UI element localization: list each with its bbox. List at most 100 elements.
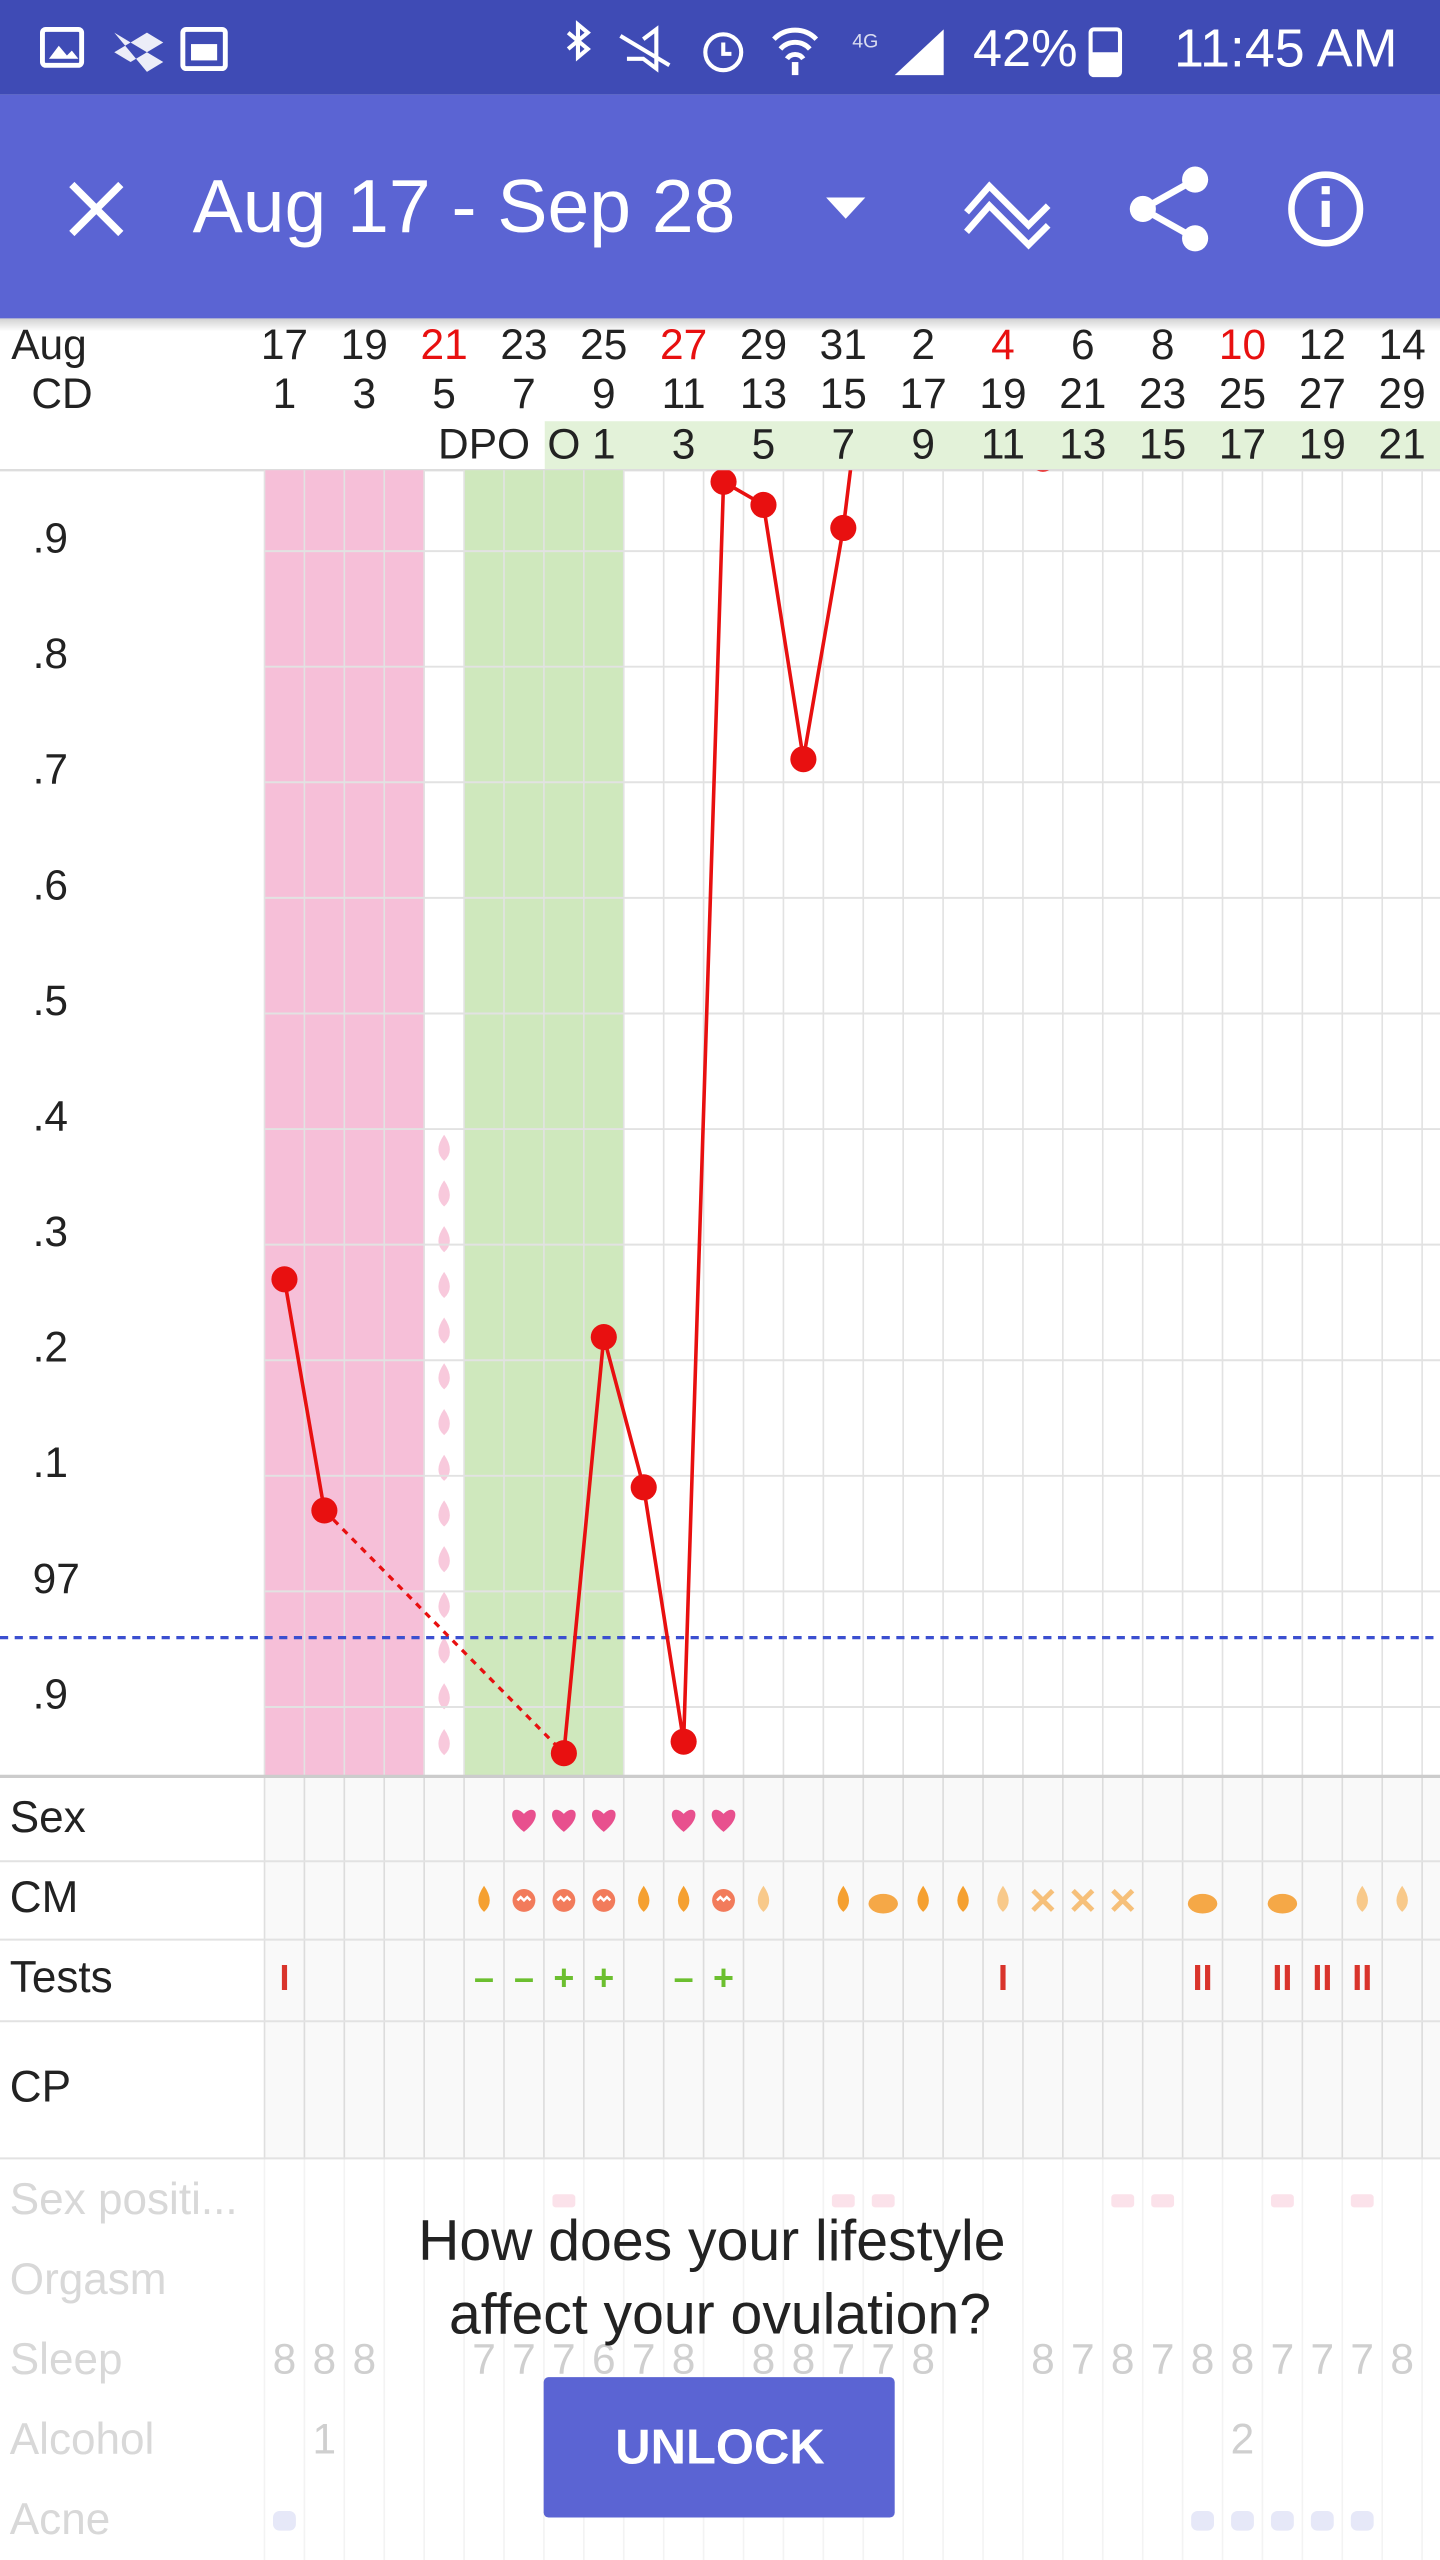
row-label: Tests: [10, 1953, 113, 2002]
battery-level: 42%: [973, 20, 1078, 78]
chart-mode-button[interactable]: [964, 181, 1051, 250]
cm-icon: [638, 1885, 650, 1912]
date-label: 2: [911, 321, 935, 368]
date-label: 8: [1151, 321, 1175, 368]
acne-icon: [1350, 2511, 1374, 2531]
acne-icon: [1231, 2511, 1254, 2531]
spotting-drop: [438, 1134, 450, 1161]
y-tick-label: .4: [33, 1092, 68, 1139]
test-result: –: [514, 1957, 534, 1998]
spotting-drop: [438, 1408, 450, 1436]
toolbar-shadow: [0, 318, 1440, 332]
cycle-day-label: 15: [820, 370, 867, 417]
temperature-point: [630, 1474, 657, 1501]
test-result: II: [1312, 1957, 1332, 1998]
cm-icon-detail: [716, 1895, 731, 1903]
ovulation-label: O: [547, 421, 580, 468]
clock: 11:45 AM: [1174, 18, 1398, 78]
dropdown-arrow[interactable]: [826, 197, 866, 219]
test-result: I: [279, 1957, 289, 1998]
spotting-drop: [438, 1683, 450, 1710]
y-tick-label: 97: [33, 1555, 80, 1602]
dpo-label: DPO: [438, 421, 530, 468]
locked-row-label: Orgasm: [10, 2255, 167, 2304]
sleep-value: 8: [352, 2336, 376, 2383]
test-result: +: [553, 1957, 574, 1998]
spotting-drop: [438, 1728, 450, 1756]
sleep-value: 7: [832, 2336, 856, 2383]
sleep-value: 8: [1031, 2336, 1055, 2383]
y-tick-label: .5: [33, 977, 68, 1024]
y-tick-label: .9: [33, 515, 68, 562]
toolbar: [0, 94, 1440, 319]
dpo-day-label: 19: [1299, 421, 1346, 468]
cycle-day-label: 27: [1299, 370, 1346, 417]
sex-heart: [671, 1809, 696, 1832]
cycle-day-label: 23: [1139, 370, 1186, 417]
close-button[interactable]: [69, 181, 124, 237]
date-label: 27: [660, 321, 707, 368]
temperature-point: [710, 470, 737, 495]
test-result: +: [593, 1957, 614, 1998]
test-result: –: [674, 1957, 694, 1998]
temperature-point: [830, 514, 857, 542]
spotting-drop: [438, 1591, 450, 1618]
sex-position-icon: [1151, 2194, 1175, 2208]
dpo-day-label: 11: [981, 421, 1025, 468]
cycle-day-label: 11: [662, 370, 706, 417]
dpo-day-label: 5: [752, 421, 776, 468]
sleep-value: 8: [911, 2336, 935, 2383]
cm-icon: [837, 1885, 850, 1912]
dpo-day-label: 9: [911, 421, 935, 468]
unlock-button-label[interactable]: UNLOCK: [615, 2421, 824, 2475]
sex-position-icon: [831, 2194, 855, 2208]
cm-icon: [997, 1885, 1009, 1912]
share-button[interactable]: [1129, 166, 1209, 252]
y-tick-label: .8: [33, 630, 68, 677]
unlock-button[interactable]: [543, 2377, 895, 2518]
date-label: 4: [991, 321, 1015, 368]
sleep-value: 7: [871, 2336, 895, 2383]
cm-icon: [868, 1893, 898, 1914]
locked-row-label: Sex positi...: [10, 2175, 238, 2224]
temperature-point: [750, 491, 777, 518]
sex-position-icon: [1111, 2194, 1135, 2208]
test-result: I: [998, 1957, 1008, 1998]
sex-heart: [552, 1809, 576, 1832]
acne-icon: [1191, 2511, 1214, 2531]
sleep-value: 8: [1191, 2336, 1215, 2383]
status-bar: [0, 0, 1440, 95]
cycle-day-label: 17: [900, 370, 947, 417]
cm-icon: [1267, 1893, 1298, 1914]
spotting-drop: [438, 1363, 450, 1390]
cycle-day-label: 7: [512, 370, 536, 417]
date-label: 19: [341, 321, 388, 368]
sleep-value: 7: [1271, 2336, 1295, 2383]
y-tick-label: .6: [33, 861, 68, 908]
info-button[interactable]: [1288, 171, 1364, 247]
dpo-day-label: 21: [1379, 421, 1426, 468]
cm-icon-detail: [556, 1895, 572, 1903]
temperature-point: [550, 1740, 577, 1767]
temperature-point: [590, 1324, 617, 1351]
date-label: 17: [261, 321, 308, 368]
temperature-point: [790, 746, 817, 773]
date-range-title[interactable]: Aug 17 - Sep 28: [193, 164, 736, 248]
temperature-point: [670, 1728, 697, 1755]
cm-icon: [1031, 1888, 1055, 1912]
test-result: II: [1272, 1957, 1292, 1998]
acne-icon: [1310, 2511, 1334, 2531]
month-label: Aug: [11, 321, 87, 368]
dpo-day-label: 1: [592, 421, 616, 468]
cycle-day-label: 1: [273, 370, 297, 417]
cycle-day-label: 19: [979, 370, 1026, 417]
y-tick-label: .3: [33, 1208, 68, 1255]
sex-position-icon: [1350, 2194, 1374, 2208]
sleep-value: 7: [1311, 2336, 1335, 2383]
spotting-drop: [438, 1317, 450, 1344]
cycle-day-label: 3: [352, 370, 376, 417]
test-result: –: [474, 1957, 494, 1998]
date-label: 23: [500, 321, 547, 368]
date-label: 14: [1379, 321, 1426, 368]
cycle-day-label: 25: [1219, 370, 1266, 417]
